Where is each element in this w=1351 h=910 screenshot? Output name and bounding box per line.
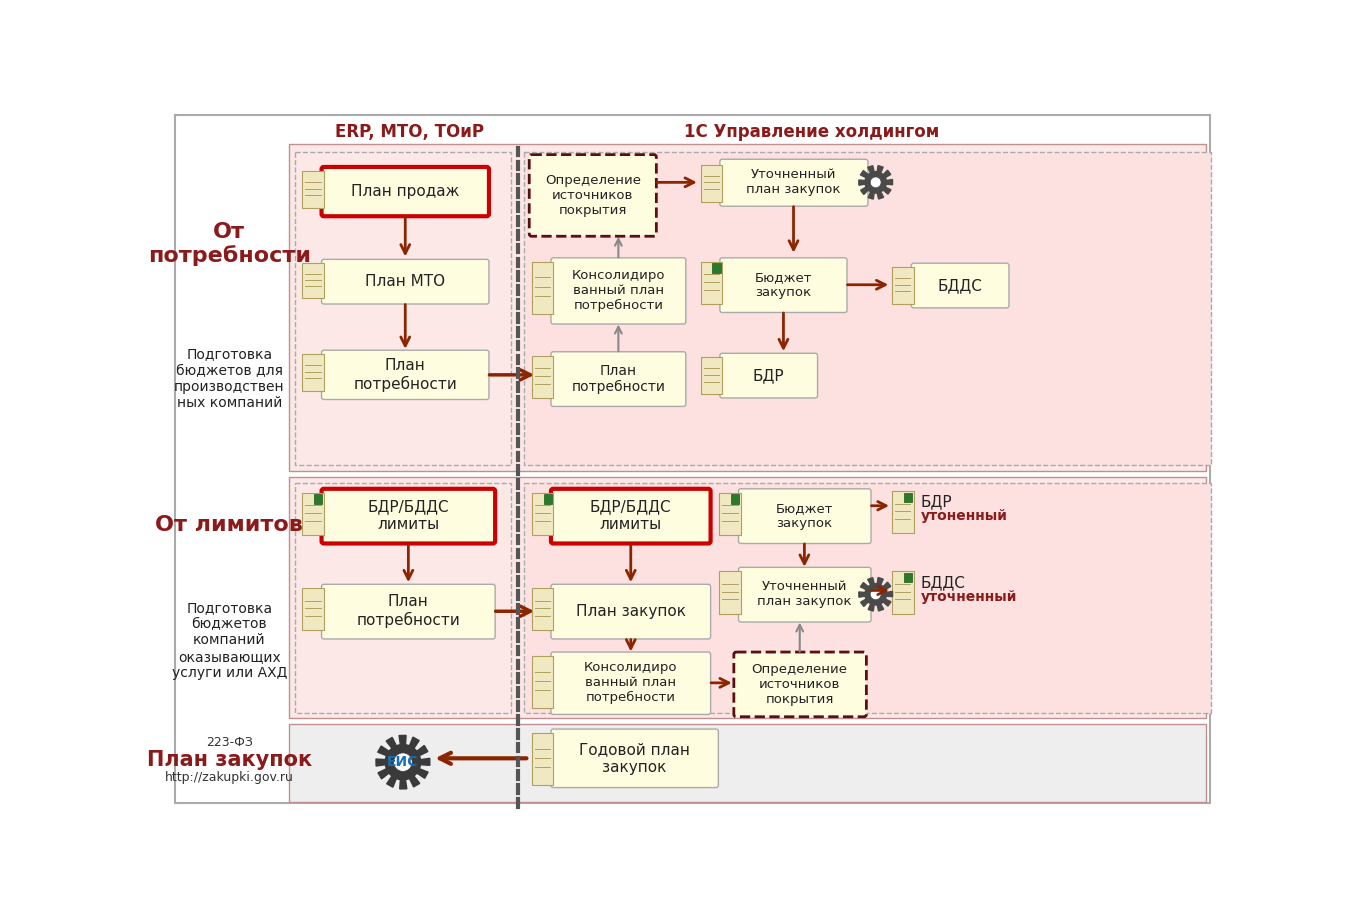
Bar xyxy=(531,656,554,708)
Bar xyxy=(524,152,1212,465)
Bar xyxy=(731,494,739,503)
Text: От
потребности: От потребности xyxy=(147,222,311,266)
FancyBboxPatch shape xyxy=(530,155,657,237)
Polygon shape xyxy=(859,166,893,199)
Text: ЕИС: ЕИС xyxy=(388,755,419,769)
Text: План
потребности: План потребности xyxy=(571,363,666,394)
Bar xyxy=(531,733,554,785)
Circle shape xyxy=(393,753,412,772)
Text: БДР: БДР xyxy=(753,369,785,383)
Text: Консолидиро
ванный план
потребности: Консолидиро ванный план потребности xyxy=(571,269,665,312)
FancyBboxPatch shape xyxy=(739,489,871,543)
Bar xyxy=(303,588,324,631)
Text: Бюджет
закупок: Бюджет закупок xyxy=(775,501,834,530)
FancyBboxPatch shape xyxy=(322,167,489,217)
Bar xyxy=(289,723,1206,803)
Circle shape xyxy=(870,177,881,187)
Bar xyxy=(904,572,912,582)
Text: Подготовка
бюджетов для
производствен
ных компаний: Подготовка бюджетов для производствен ны… xyxy=(174,348,285,410)
Bar xyxy=(701,357,723,394)
Bar xyxy=(892,267,913,304)
Bar xyxy=(719,492,740,535)
FancyBboxPatch shape xyxy=(551,584,711,639)
Bar xyxy=(719,571,740,613)
FancyBboxPatch shape xyxy=(551,352,686,407)
Circle shape xyxy=(870,589,881,600)
Bar xyxy=(531,356,554,398)
FancyBboxPatch shape xyxy=(551,489,711,543)
FancyBboxPatch shape xyxy=(720,353,817,398)
FancyBboxPatch shape xyxy=(322,350,489,399)
Bar xyxy=(296,483,511,713)
FancyBboxPatch shape xyxy=(720,159,867,207)
Bar xyxy=(543,494,551,503)
Bar xyxy=(531,588,554,631)
Text: Уточненный
план закупок: Уточненный план закупок xyxy=(746,168,840,197)
Bar xyxy=(531,262,554,314)
Bar xyxy=(701,262,723,304)
Text: БДДС: БДДС xyxy=(938,278,982,293)
Text: БДР/БДДС
лимиты: БДР/БДДС лимиты xyxy=(367,500,449,532)
Text: Консолидиро
ванный план
потребности: Консолидиро ванный план потребности xyxy=(584,662,677,704)
Text: БДДС: БДДС xyxy=(920,575,966,591)
Text: Подготовка
бюджетов
компаний
оказывающих
услуги или АХД: Подготовка бюджетов компаний оказывающих… xyxy=(172,602,286,680)
FancyBboxPatch shape xyxy=(551,729,719,787)
FancyBboxPatch shape xyxy=(322,489,496,543)
FancyBboxPatch shape xyxy=(734,652,866,717)
FancyBboxPatch shape xyxy=(739,567,871,622)
Text: утоненный: утоненный xyxy=(920,509,1008,522)
FancyBboxPatch shape xyxy=(551,258,686,324)
Text: Определение
источников
покрытия: Определение источников покрытия xyxy=(751,662,847,706)
Text: БДР/БДДС
лимиты: БДР/БДДС лимиты xyxy=(590,500,671,532)
FancyBboxPatch shape xyxy=(322,259,489,304)
Bar xyxy=(303,171,324,207)
Text: План
потребности: План потребности xyxy=(354,358,457,391)
Text: Определение
источников
покрытия: Определение источников покрытия xyxy=(544,174,640,217)
FancyBboxPatch shape xyxy=(912,263,1009,308)
Polygon shape xyxy=(376,735,430,789)
Polygon shape xyxy=(859,578,893,612)
FancyBboxPatch shape xyxy=(720,258,847,312)
Text: 223-ФЗ: 223-ФЗ xyxy=(205,735,253,749)
Bar xyxy=(303,263,324,298)
Text: Годовой план
закупок: Годовой план закупок xyxy=(580,743,690,774)
Bar xyxy=(296,152,511,465)
Text: План продаж: План продаж xyxy=(351,184,459,199)
Text: Бюджет
закупок: Бюджет закупок xyxy=(755,271,812,298)
Text: План закупок: План закупок xyxy=(147,750,312,770)
Bar xyxy=(531,492,554,535)
Text: уточненный: уточненный xyxy=(920,590,1017,603)
Text: План МТО: План МТО xyxy=(365,274,446,289)
Bar xyxy=(892,571,913,613)
Bar xyxy=(289,144,1206,471)
Text: От лимитов: От лимитов xyxy=(155,515,303,535)
Bar xyxy=(892,491,913,533)
Bar xyxy=(712,263,720,272)
Text: БДР: БДР xyxy=(920,494,952,510)
Bar xyxy=(303,354,324,391)
Bar xyxy=(303,492,324,535)
Bar xyxy=(289,477,1206,717)
Text: ERP, МТО, ТОиР: ERP, МТО, ТОиР xyxy=(335,123,484,141)
Bar xyxy=(524,483,1212,713)
Text: Уточненный
план закупок: Уточненный план закупок xyxy=(757,581,851,608)
Text: План закупок: План закупок xyxy=(576,603,686,619)
Text: План
потребности: План потребности xyxy=(357,594,461,628)
Text: 1С Управление холдингом: 1С Управление холдингом xyxy=(685,123,940,141)
Text: http://zakupki.gov.ru: http://zakupki.gov.ru xyxy=(165,771,293,784)
FancyBboxPatch shape xyxy=(551,652,711,714)
Bar xyxy=(904,492,912,502)
FancyBboxPatch shape xyxy=(322,584,496,639)
Bar xyxy=(315,494,323,503)
Bar xyxy=(701,165,723,202)
